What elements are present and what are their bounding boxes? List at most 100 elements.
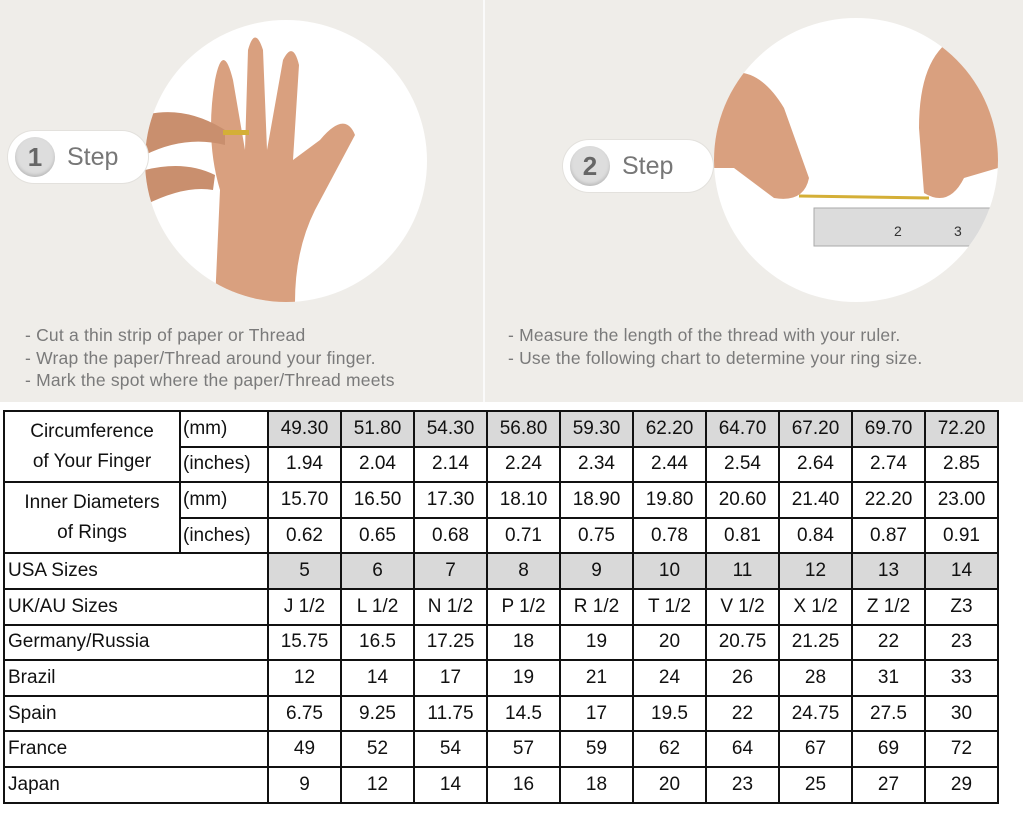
row-header: Inner Diameters of Rings — [3, 481, 181, 555]
table-cell: 25 — [778, 765, 853, 804]
table-cell: 54 — [413, 730, 488, 768]
row-header: Brazil — [3, 659, 269, 697]
svg-text:2: 2 — [894, 223, 902, 239]
row-label-line: of Rings — [57, 521, 127, 543]
table-cell: 28 — [778, 659, 853, 697]
instruction: - Wrap the paper/Thread around your fing… — [25, 347, 376, 368]
table-cell: 18 — [559, 765, 634, 804]
table-cell: 19.80 — [632, 481, 707, 519]
table-cell: 57 — [486, 730, 561, 768]
table-row: (inches) 1.94 2.04 2.14 2.24 2.34 2.44 2.54 2.64… — [4, 445, 999, 484]
row-header: USA Sizes — [3, 552, 269, 590]
table-cell: 14 — [340, 659, 415, 697]
table-cell: 0.84 — [778, 516, 853, 555]
row-header: UK/AU Sizes — [3, 587, 269, 626]
table-cell: 18.10 — [486, 481, 561, 519]
row-header: Spain — [3, 694, 269, 733]
table-cell: 14 — [924, 552, 999, 590]
table-cell: 51.80 — [340, 410, 415, 448]
table-cell: 16 — [486, 765, 561, 804]
table-row: Germany/Russia 15.75 16.5 17.25 18 19 20 20.75 2… — [3, 623, 999, 662]
divider — [483, 0, 485, 402]
table-cell: 64 — [705, 730, 780, 768]
step-number: 2 — [570, 146, 610, 186]
table-cell: 67.20 — [778, 410, 853, 448]
instruction: - Mark the spot where the paper/Thread m… — [25, 370, 395, 390]
table-cell: 0.91 — [924, 516, 999, 555]
table-cell: 11 — [705, 552, 780, 590]
table-cell: 0.87 — [851, 516, 926, 555]
table-cell: 2.74 — [851, 445, 926, 484]
table-cell: 23 — [705, 765, 780, 804]
row-header: Japan — [3, 765, 269, 804]
row-label-line: Inner Diameters — [24, 491, 160, 513]
svg-text:3: 3 — [954, 223, 962, 239]
table-cell: 2.14 — [413, 445, 488, 484]
step-2-instructions: - Measure the length of the thread with … — [508, 324, 922, 369]
table-cell: 21.25 — [778, 623, 853, 662]
table-cell: 6 — [340, 552, 415, 590]
table-cell: 2.04 — [340, 445, 415, 484]
step-1-instructions: - Cut a thin strip of paper or Thread - … — [25, 324, 395, 392]
table-row: Circumference of Your Finger (mm) 49.30 51.8… — [3, 409, 999, 484]
table-cell: 64.70 — [705, 410, 780, 448]
table-cell: 0.68 — [413, 516, 488, 555]
table-cell: 2.44 — [632, 445, 707, 484]
step-label: Step — [622, 151, 674, 180]
table-cell: 6.75 — [267, 694, 342, 733]
table-cell: 10 — [632, 552, 707, 590]
table-cell: 9 — [267, 765, 342, 804]
table-cell: 49.30 — [267, 410, 342, 448]
table-cell: 0.62 — [267, 516, 342, 555]
table-cell: 23 — [924, 623, 999, 662]
table-cell: 24 — [632, 659, 707, 697]
table-cell: Z 1/2 — [851, 587, 926, 626]
table-cell: 22 — [705, 694, 780, 733]
table-cell: 11.75 — [413, 694, 488, 733]
unit-label: (inches) — [179, 445, 269, 484]
table-cell: 30 — [924, 694, 999, 733]
table-cell: 2.64 — [778, 445, 853, 484]
unit-label: (mm) — [179, 481, 269, 519]
table-cell: 1.94 — [267, 445, 342, 484]
table-cell: 72 — [924, 730, 999, 768]
instructions-panel: 1 Step 2 3 2 Step - Cut a thin strip of … — [0, 0, 1023, 402]
table-cell: 9 — [559, 552, 634, 590]
table-cell: 5 — [267, 552, 342, 590]
table-cell: 17 — [559, 694, 634, 733]
table-cell: 0.65 — [340, 516, 415, 555]
step-number: 1 — [15, 137, 55, 177]
ring-size-chart: Circumference of Your Finger (mm) 49.30 51.8… — [3, 409, 999, 804]
table-cell: 17 — [413, 659, 488, 697]
instruction: - Measure the length of the thread with … — [508, 325, 901, 345]
table-cell: 22.20 — [851, 481, 926, 519]
table-cell: 69 — [851, 730, 926, 768]
table-cell: 22 — [851, 623, 926, 662]
table-cell: 14 — [413, 765, 488, 804]
table-cell: 0.78 — [632, 516, 707, 555]
table-cell: 72.20 — [924, 410, 999, 448]
table-cell: 23.00 — [924, 481, 999, 519]
table-cell: 9.25 — [340, 694, 415, 733]
table-cell: 18.90 — [559, 481, 634, 519]
table-cell: T 1/2 — [632, 587, 707, 626]
table-cell: 15.70 — [267, 481, 342, 519]
table-cell: 62 — [632, 730, 707, 768]
table-cell: 29 — [924, 765, 999, 804]
table-cell: P 1/2 — [486, 587, 561, 626]
table-cell: 12 — [340, 765, 415, 804]
table-cell: Z3 — [924, 587, 999, 626]
table-cell: V 1/2 — [705, 587, 780, 626]
table-cell: 0.81 — [705, 516, 780, 555]
table-cell: 2.24 — [486, 445, 561, 484]
table-cell: 12 — [267, 659, 342, 697]
table-row: France 49 52 54 57 59 62 64 67 69 72 — [3, 730, 999, 768]
table-cell: 59 — [559, 730, 634, 768]
table-row: Inner Diameters of Rings (mm) 15.70 16.50 17.… — [3, 481, 999, 555]
table-cell: 17.25 — [413, 623, 488, 662]
table-cell: 59.30 — [559, 410, 634, 448]
table-cell: 20 — [632, 765, 707, 804]
table-cell: 56.80 — [486, 410, 561, 448]
table-cell: 67 — [778, 730, 853, 768]
table-cell: 2.54 — [705, 445, 780, 484]
